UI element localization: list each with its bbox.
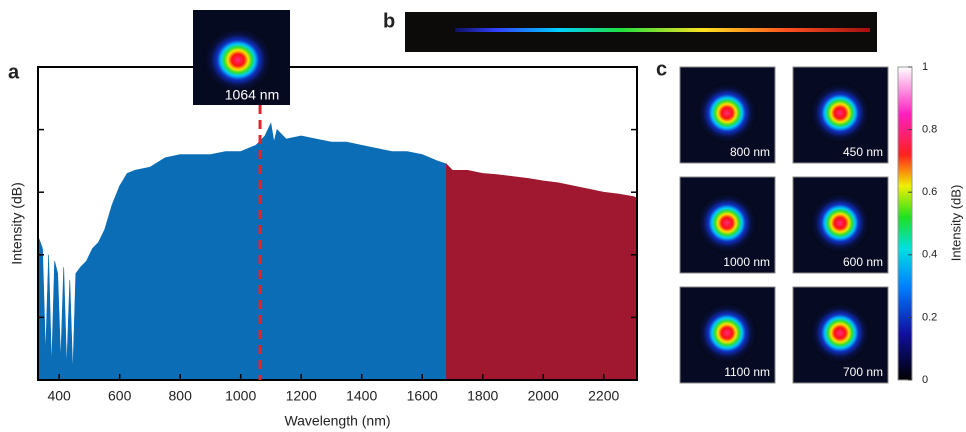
x-tick-label: 400 (47, 388, 71, 404)
beam-spot (697, 193, 757, 253)
x-tick-label: 2200 (588, 388, 619, 404)
beam-spot (810, 83, 870, 143)
beam-label: 600 nm (843, 255, 883, 269)
y-axis-label: Intensity (dB) (9, 182, 25, 264)
beam-tile (679, 66, 776, 164)
spectrum-line (455, 28, 870, 32)
panel-label: c (656, 58, 667, 80)
x-tick-label: 600 (108, 388, 132, 404)
colorbar-tick-label: 0.4 (922, 249, 937, 261)
colorbar-tick-label: 1 (922, 61, 928, 73)
beam-label: 1000 nm (723, 255, 770, 269)
x-tick-label: 1000 (225, 388, 256, 404)
beam-label: 700 nm (843, 365, 883, 379)
panel-label: b (383, 10, 395, 32)
x-tick-label: 800 (169, 388, 193, 404)
spectrum-area (446, 163, 638, 381)
x-tick-label: 1800 (467, 388, 498, 404)
beam-spot (697, 303, 757, 363)
beam-label: 800 nm (730, 145, 770, 159)
beam-label: 1100 nm (724, 365, 770, 379)
plot-frame (37, 66, 638, 381)
colorbar-tick-label: 0 (922, 374, 928, 386)
plot: 400 600 800 1000 1200 1400 1600 1800 2000 2200 Wav… (9, 66, 638, 429)
colorbar-tick-label: 0.6 (922, 186, 937, 198)
colorbar (897, 66, 913, 381)
spectrum-area (37, 122, 447, 381)
panel-label: a (8, 61, 20, 83)
beam-label: 450 nm (843, 145, 883, 159)
beam-spot (810, 193, 870, 253)
inset-beam (204, 28, 272, 92)
x-tick-label: 1400 (346, 388, 377, 404)
beam-spot (697, 83, 757, 143)
x-tick-label: 1200 (286, 388, 317, 404)
beam-grid: 800 nm 450 nm 1000 nm 600 nm 1100 nm 700 nm (679, 66, 889, 384)
colorbar-tick-label: 0.8 (922, 124, 937, 136)
x-axis-label: Wavelength (nm) (284, 413, 390, 429)
beam-spot (810, 303, 870, 363)
marker-label: 1064 nm (225, 87, 279, 103)
x-tick-label: 2000 (528, 388, 559, 404)
x-tick-label: 1600 (407, 388, 438, 404)
colorbar-label: Intensity (dB) (948, 185, 963, 262)
colorbar-tick-label: 0.2 (922, 311, 937, 323)
